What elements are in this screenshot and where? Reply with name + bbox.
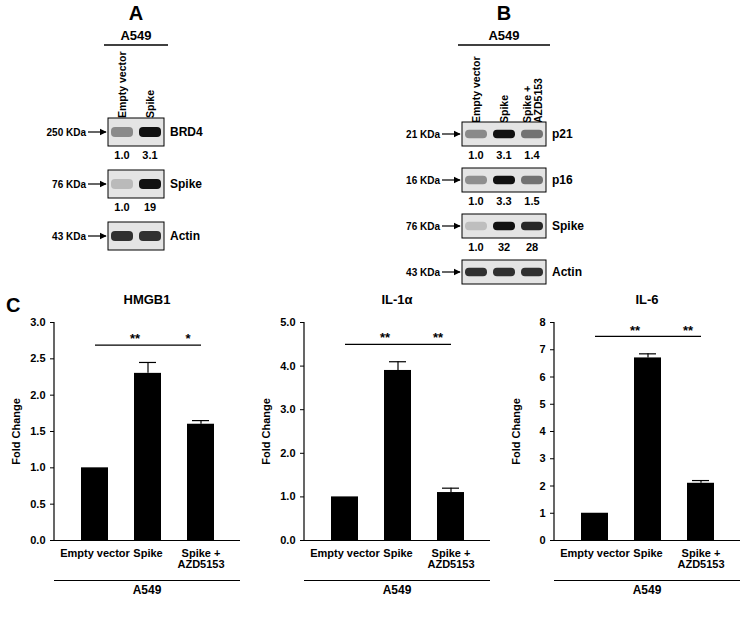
html-text:IL-1α: IL-1α <box>381 292 413 307</box>
svg-text:Empty vector: Empty vector <box>470 56 482 123</box>
svg-text:3.0: 3.0 <box>280 403 295 415</box>
html-text:C: C <box>6 294 21 316</box>
svg-text:Spike +AZD5153: Spike +AZD5153 <box>177 547 224 570</box>
svg-text:Empty vector: Empty vector <box>60 547 130 559</box>
svg-text:*: * <box>185 331 191 346</box>
svg-text:1.4: 1.4 <box>524 149 540 161</box>
svg-text:0: 0 <box>539 534 545 546</box>
svg-text:3.3: 3.3 <box>496 195 511 207</box>
svg-text:Actin: Actin <box>552 265 582 279</box>
html-text:A549: A549 <box>632 583 662 597</box>
svg-text:A549: A549 <box>120 28 151 43</box>
svg-text:1.0: 1.0 <box>114 201 129 213</box>
svg-text:1.0: 1.0 <box>468 241 483 253</box>
svg-text:7: 7 <box>539 343 545 355</box>
svg-text:1.0: 1.0 <box>280 490 295 502</box>
svg-text:A: A <box>129 2 143 24</box>
svg-text:8: 8 <box>539 316 545 328</box>
svg-text:Spike: Spike <box>144 90 156 118</box>
svg-text:32: 32 <box>498 241 510 253</box>
svg-text:B: B <box>497 2 511 24</box>
svg-text:1.0: 1.0 <box>468 149 483 161</box>
html-text:A549: A549 <box>382 583 412 597</box>
svg-text:4: 4 <box>539 425 546 437</box>
svg-text:250 KDa: 250 KDa <box>47 127 87 138</box>
svg-text:Empty vector: Empty vector <box>310 547 380 559</box>
svg-text:Spike: Spike <box>633 547 662 559</box>
svg-text:BRD4: BRD4 <box>170 125 203 139</box>
svg-text:5: 5 <box>539 398 545 410</box>
svg-text:28: 28 <box>526 241 538 253</box>
svg-text:2.5: 2.5 <box>30 352 45 364</box>
svg-text:2: 2 <box>539 480 545 492</box>
svg-text:19: 19 <box>144 201 156 213</box>
svg-text:Spike +AZD5153: Spike +AZD5153 <box>677 547 724 570</box>
svg-text:**: ** <box>130 331 141 346</box>
html-text:IL-6: IL-6 <box>635 292 659 307</box>
svg-text:1.5: 1.5 <box>30 425 45 437</box>
svg-text:1.5: 1.5 <box>524 195 539 207</box>
svg-text:Fold Change: Fold Change <box>10 398 22 465</box>
svg-text:**: ** <box>433 330 444 345</box>
svg-text:Fold Change: Fold Change <box>510 398 522 465</box>
svg-text:Spike +AZD5153: Spike +AZD5153 <box>427 547 474 570</box>
svg-text:p16: p16 <box>552 173 573 187</box>
svg-text:Fold Change: Fold Change <box>260 398 272 465</box>
svg-text:43 KDa: 43 KDa <box>406 267 440 278</box>
svg-text:Actin: Actin <box>170 229 200 243</box>
svg-text:5.0: 5.0 <box>280 316 295 328</box>
svg-text:Spike +: Spike + <box>521 85 533 123</box>
svg-text:**: ** <box>630 323 641 338</box>
svg-text:0.5: 0.5 <box>30 498 45 510</box>
svg-text:0.0: 0.0 <box>30 534 45 546</box>
html-text:A549: A549 <box>132 583 162 597</box>
svg-text:6: 6 <box>539 371 545 383</box>
svg-text:76 KDa: 76 KDa <box>52 179 86 190</box>
svg-text:1.0: 1.0 <box>30 461 45 473</box>
svg-text:**: ** <box>380 330 391 345</box>
svg-text:**: ** <box>683 323 694 338</box>
svg-text:p21: p21 <box>552 127 573 141</box>
svg-text:3.0: 3.0 <box>30 316 45 328</box>
svg-text:4.0: 4.0 <box>280 360 295 372</box>
svg-text:1: 1 <box>539 507 545 519</box>
svg-text:Spike: Spike <box>552 219 584 233</box>
svg-text:Spike: Spike <box>170 177 202 191</box>
svg-text:21 KDa: 21 KDa <box>406 129 440 140</box>
svg-text:1.0: 1.0 <box>114 149 129 161</box>
svg-text:Spike: Spike <box>133 547 162 559</box>
svg-text:Spike: Spike <box>383 547 412 559</box>
svg-text:Empty vector: Empty vector <box>116 51 128 118</box>
svg-text:3.1: 3.1 <box>142 149 157 161</box>
svg-text:3: 3 <box>539 452 545 464</box>
svg-text:1.0: 1.0 <box>468 195 483 207</box>
svg-text:Empty vector: Empty vector <box>560 547 630 559</box>
svg-text:0.0: 0.0 <box>280 534 295 546</box>
svg-text:76 KDa: 76 KDa <box>406 221 440 232</box>
svg-text:43 KDa: 43 KDa <box>52 231 86 242</box>
svg-text:A549: A549 <box>488 28 519 43</box>
svg-text:AZD5153: AZD5153 <box>532 78 544 123</box>
svg-text:16 KDa: 16 KDa <box>406 175 440 186</box>
svg-text:Spike: Spike <box>498 95 510 123</box>
html-text:HMGB1: HMGB1 <box>123 292 171 307</box>
svg-text:2.0: 2.0 <box>280 447 295 459</box>
svg-text:3.1: 3.1 <box>496 149 511 161</box>
svg-text:2.0: 2.0 <box>30 389 45 401</box>
